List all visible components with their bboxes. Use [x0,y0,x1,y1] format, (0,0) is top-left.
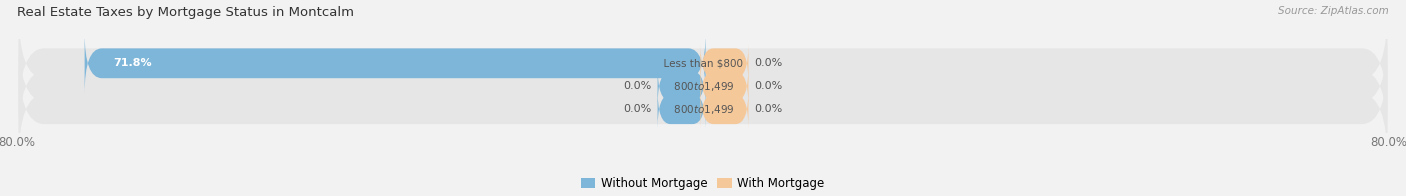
Text: $800 to $1,499: $800 to $1,499 [666,103,740,116]
Legend: Without Mortgage, With Mortgage: Without Mortgage, With Mortgage [576,173,830,195]
Text: 0.0%: 0.0% [623,81,651,91]
FancyBboxPatch shape [18,55,1388,163]
Text: Real Estate Taxes by Mortgage Status in Montcalm: Real Estate Taxes by Mortgage Status in … [17,6,354,19]
Text: 0.0%: 0.0% [755,104,783,114]
FancyBboxPatch shape [658,90,706,129]
Text: 0.0%: 0.0% [755,81,783,91]
Text: 0.0%: 0.0% [623,104,651,114]
FancyBboxPatch shape [700,44,748,83]
FancyBboxPatch shape [18,9,1388,117]
Text: Less than $800: Less than $800 [657,58,749,68]
FancyBboxPatch shape [658,67,706,106]
FancyBboxPatch shape [18,32,1388,140]
FancyBboxPatch shape [700,67,748,106]
Text: Source: ZipAtlas.com: Source: ZipAtlas.com [1278,6,1389,16]
Text: $800 to $1,499: $800 to $1,499 [666,80,740,93]
Text: 0.0%: 0.0% [755,58,783,68]
FancyBboxPatch shape [84,32,706,94]
Text: 71.8%: 71.8% [112,58,152,68]
FancyBboxPatch shape [700,90,748,129]
